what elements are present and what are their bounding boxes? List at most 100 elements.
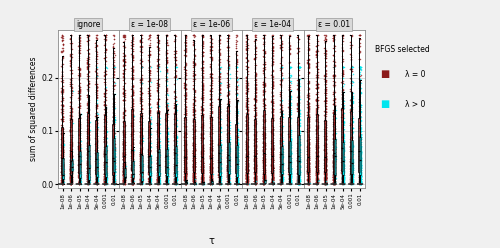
Point [154,151,162,155]
Point [224,181,232,185]
Point [110,180,118,184]
Point [276,151,284,155]
Point [338,128,345,132]
Point [162,167,170,171]
Point [278,178,286,182]
Point [306,181,314,185]
Point [163,181,171,185]
Point [269,181,277,185]
Point [338,105,346,109]
Point [154,115,162,119]
Point [181,116,189,120]
Point [92,85,100,89]
Point [164,179,172,183]
Point [190,69,198,73]
Point [198,181,206,185]
Point [224,161,232,165]
Point [162,164,170,168]
Point [138,177,146,181]
Point [250,108,258,112]
Point [312,145,320,149]
Point [75,157,83,161]
Point [92,64,100,68]
Point [321,138,329,142]
Point [68,182,76,186]
Point [215,181,223,185]
Point [129,181,137,185]
Point [208,124,216,127]
Point [322,182,330,186]
Point [330,145,338,149]
Point [216,116,224,120]
Point [180,169,188,173]
Point [224,145,232,149]
Point [206,134,214,138]
Point [356,166,364,170]
Point [59,161,67,165]
Point [304,45,312,49]
Point [172,163,180,167]
Point [320,122,328,126]
Point [206,111,214,115]
Point [76,136,84,140]
Point [234,157,241,161]
Point [120,178,128,182]
Point [329,173,337,177]
Point [260,62,268,66]
Point [313,159,321,163]
Point [252,45,260,49]
Point [312,123,320,127]
Point [144,179,152,183]
Point [314,179,322,183]
Point [357,110,365,114]
Point [295,182,303,186]
Point [261,182,269,186]
Point [100,181,108,185]
Point [66,162,74,166]
Point [234,141,242,145]
Point [67,173,75,177]
Point [224,181,232,185]
Point [94,161,102,165]
Point [340,177,348,181]
Point [138,136,145,140]
Point [146,156,154,160]
Point [329,165,337,169]
Point [130,47,138,51]
Point [162,170,170,174]
Point [110,142,118,146]
Point [138,178,146,182]
Point [171,127,179,131]
Point [100,66,108,70]
Point [154,44,162,48]
Point [278,77,285,81]
Point [314,157,322,161]
Point [180,169,188,173]
Point [129,118,137,122]
Point [128,182,136,186]
Point [136,134,144,138]
Point [58,180,66,184]
Point [76,164,84,168]
Point [244,163,252,167]
Point [136,171,144,175]
Point [155,146,163,150]
Point [259,148,267,152]
Point [68,71,76,75]
Point [268,178,276,182]
Point [198,139,206,143]
Point [100,128,108,132]
Point [190,39,198,43]
Point [277,179,285,183]
Point [348,171,356,175]
Point [225,154,233,158]
Point [172,174,180,178]
Point [182,72,190,76]
Point [58,158,66,162]
Point [251,181,259,185]
Point [190,108,198,112]
Point [92,159,100,163]
Point [259,114,267,118]
Point [85,182,93,186]
Point [216,140,224,144]
